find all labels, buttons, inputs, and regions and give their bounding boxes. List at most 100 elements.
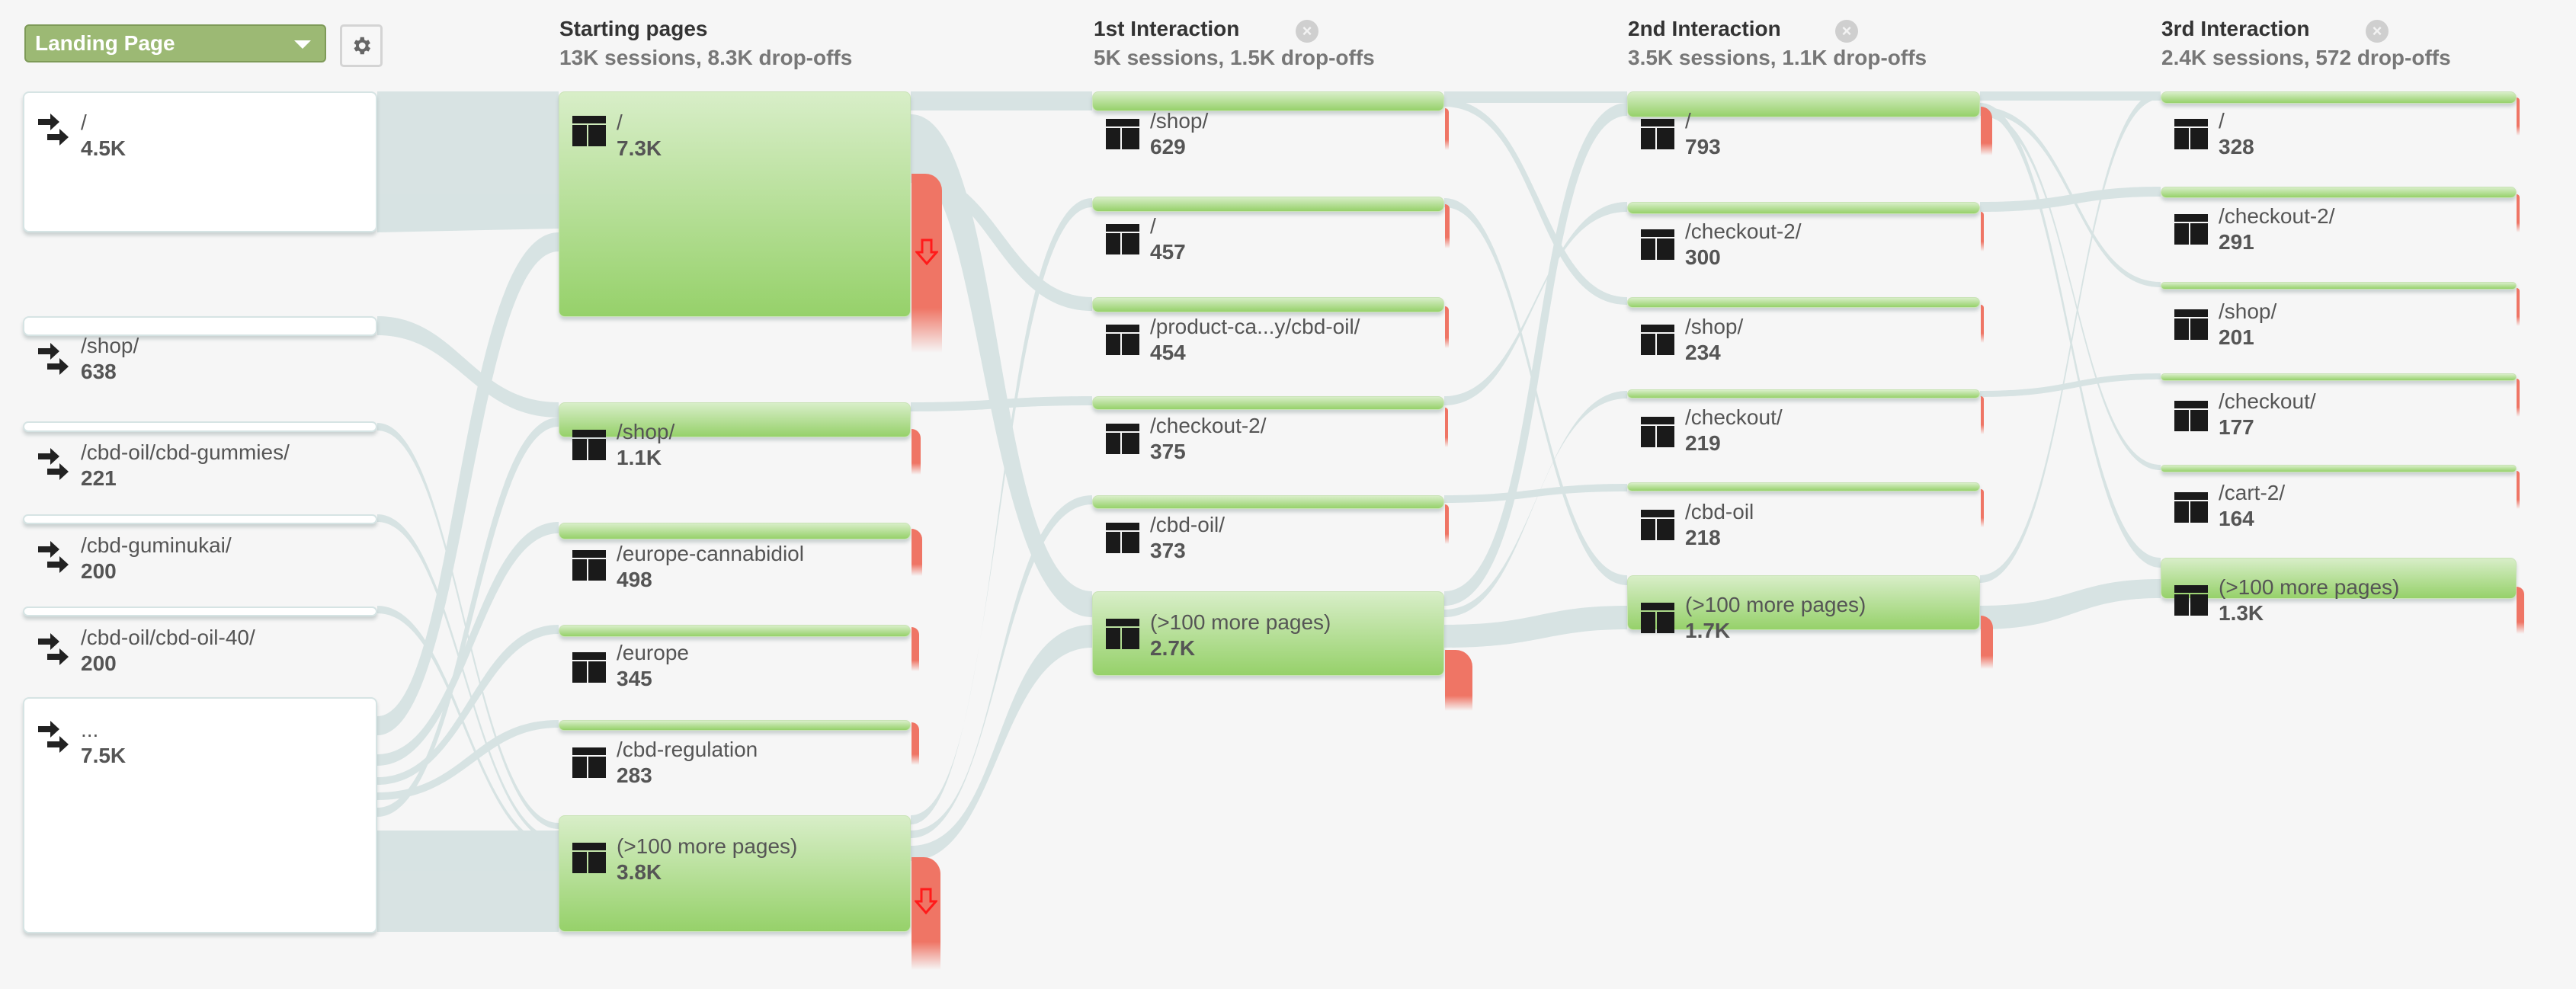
dropoff-indicator[interactable]: [1981, 107, 1992, 155]
dropoff-indicator[interactable]: [1445, 504, 1449, 544]
dropoff-indicator[interactable]: [912, 429, 921, 475]
dropoff-indicator[interactable]: [1445, 650, 1472, 711]
entrance-arrows-icon: [38, 114, 69, 146]
starting-page-node[interactable]: /europe 345: [559, 625, 911, 701]
page-icon: [2174, 214, 2208, 245]
close-icon[interactable]: ×: [1296, 20, 1318, 43]
dropoff-indicator[interactable]: [2517, 471, 2520, 509]
dropoff-indicator[interactable]: [912, 529, 922, 576]
entrance-arrows-icon: [38, 633, 69, 665]
page-icon: [1641, 119, 1674, 149]
interaction-node[interactable]: (>100 more pages) 2.7K: [1092, 591, 1444, 679]
chevron-down-icon: [294, 40, 311, 49]
page-icon: [1641, 325, 1674, 355]
dimension-select[interactable]: Landing Page: [24, 24, 326, 62]
interaction-node[interactable]: /shop/201: [2161, 282, 2517, 358]
close-icon[interactable]: ×: [2366, 20, 2389, 43]
dropoff-indicator[interactable]: [2517, 194, 2520, 232]
interaction-node[interactable]: /checkout/219: [1627, 389, 1980, 466]
page-icon: [2174, 492, 2208, 523]
dropoff-indicator[interactable]: [1981, 489, 1984, 527]
column-header-first: 1st Interaction 5K sessions, 1.5K drop-o…: [1094, 15, 1375, 73]
column-subtitle: 13K sessions, 8.3K drop-offs: [559, 46, 853, 69]
page-icon: [1106, 619, 1139, 649]
page-icon: [1641, 510, 1674, 540]
dropoff-indicator[interactable]: [1445, 408, 1448, 447]
dropoff-indicator[interactable]: [2517, 587, 2524, 634]
page-icon: [572, 652, 606, 683]
dropoff-indicator[interactable]: [1445, 306, 1449, 348]
dimension-select-value: Landing Page: [35, 31, 175, 55]
column-header-third: 3rd Interaction 2.4K sessions, 572 drop-…: [2161, 15, 2451, 73]
interaction-node[interactable]: /checkout-2/375: [1092, 396, 1444, 472]
starting-page-node[interactable]: /europe-cannabidiol 498: [559, 523, 911, 599]
page-icon: [1641, 603, 1674, 633]
settings-button[interactable]: [340, 24, 383, 67]
interaction-node[interactable]: /cbd-oil 218: [1627, 482, 1980, 559]
page-icon: [572, 430, 606, 460]
interaction-node[interactable]: /cart-2/164: [2161, 465, 2517, 541]
dropoff-indicator[interactable]: [1445, 108, 1449, 150]
dropoff-indicator[interactable]: [912, 627, 919, 671]
dropoff-indicator[interactable]: [912, 174, 942, 353]
dropoff-indicator[interactable]: [912, 722, 919, 765]
page-icon: [1641, 229, 1674, 260]
starting-page-node[interactable]: (>100 more pages) 3.8K: [559, 815, 911, 934]
page-icon: [1106, 224, 1139, 254]
page-icon: [1641, 417, 1674, 447]
page-icon: [2174, 119, 2208, 149]
interaction-node[interactable]: /checkout-2/291: [2161, 187, 2517, 263]
interaction-node[interactable]: (>100 more pages) 1.3K: [2161, 558, 2517, 634]
page-icon: [572, 550, 606, 581]
interaction-node[interactable]: /shop/629: [1092, 91, 1444, 168]
column-title: 1st Interaction: [1094, 17, 1240, 40]
landing-node[interactable]: /4.5K: [23, 91, 377, 236]
dropoff-indicator[interactable]: [1981, 616, 1993, 669]
entrance-arrows-icon: [38, 448, 69, 480]
interaction-node[interactable]: /cbd-oil/373: [1092, 495, 1444, 571]
dropoff-indicator[interactable]: [1445, 204, 1450, 248]
landing-node[interactable]: /cbd-guminukai/200: [23, 514, 377, 591]
dropoff-indicator[interactable]: [2517, 288, 2520, 326]
interaction-node[interactable]: /checkout/177: [2161, 373, 2517, 450]
close-icon[interactable]: ×: [1835, 20, 1858, 43]
page-icon: [572, 747, 606, 778]
page-icon: [2174, 585, 2208, 616]
dropoff-indicator[interactable]: [1981, 305, 1984, 343]
gear-icon: [354, 37, 370, 55]
interaction-node[interactable]: /shop/234: [1627, 297, 1980, 373]
starting-page-node[interactable]: /7.3K: [559, 91, 911, 320]
interaction-node[interactable]: /793: [1627, 91, 1980, 168]
page-icon: [1106, 325, 1139, 355]
entrance-arrows-icon: [38, 721, 69, 753]
page-icon: [572, 843, 606, 873]
dropoff-indicator[interactable]: [912, 857, 940, 970]
dropoff-arrow-icon: [915, 238, 938, 266]
starting-page-node[interactable]: /shop/1.1K: [559, 402, 911, 478]
landing-node[interactable]: ... 7.5K: [23, 697, 377, 935]
column-subtitle: 3.5K sessions, 1.1K drop-offs: [1628, 46, 1927, 69]
landing-node[interactable]: /cbd-oil/cbd-gummies/221: [23, 421, 377, 498]
interaction-node[interactable]: /457: [1092, 197, 1444, 273]
dropoff-indicator[interactable]: [2517, 98, 2520, 136]
page-icon: [1106, 119, 1139, 149]
page-icon: [1106, 424, 1139, 454]
interaction-node[interactable]: (>100 more pages) 1.7K: [1627, 575, 1980, 651]
landing-node[interactable]: /shop/638: [23, 316, 377, 392]
dropoff-indicator[interactable]: [2517, 379, 2520, 417]
column-header-starting: Starting pages 13K sessions, 8.3K drop-o…: [559, 15, 852, 73]
entrance-arrows-icon: [38, 541, 69, 573]
starting-page-node[interactable]: /cbd-regulation 283: [559, 720, 911, 796]
entrance-arrows-icon: [38, 343, 69, 375]
page-icon: [2174, 401, 2208, 431]
interaction-node[interactable]: /328: [2161, 91, 2517, 168]
dropoff-indicator[interactable]: [1981, 212, 1984, 251]
interaction-node[interactable]: /checkout-2/300: [1627, 202, 1980, 278]
column-title: 2nd Interaction: [1628, 17, 1781, 40]
column-subtitle: 5K sessions, 1.5K drop-offs: [1094, 46, 1375, 69]
interaction-node[interactable]: /product-ca...y/cbd-oil/454: [1092, 297, 1444, 373]
dropoff-indicator[interactable]: [1981, 396, 1984, 434]
landing-node[interactable]: /cbd-oil/cbd-oil-40/200: [23, 607, 377, 683]
dropoff-arrow-icon: [915, 888, 937, 915]
